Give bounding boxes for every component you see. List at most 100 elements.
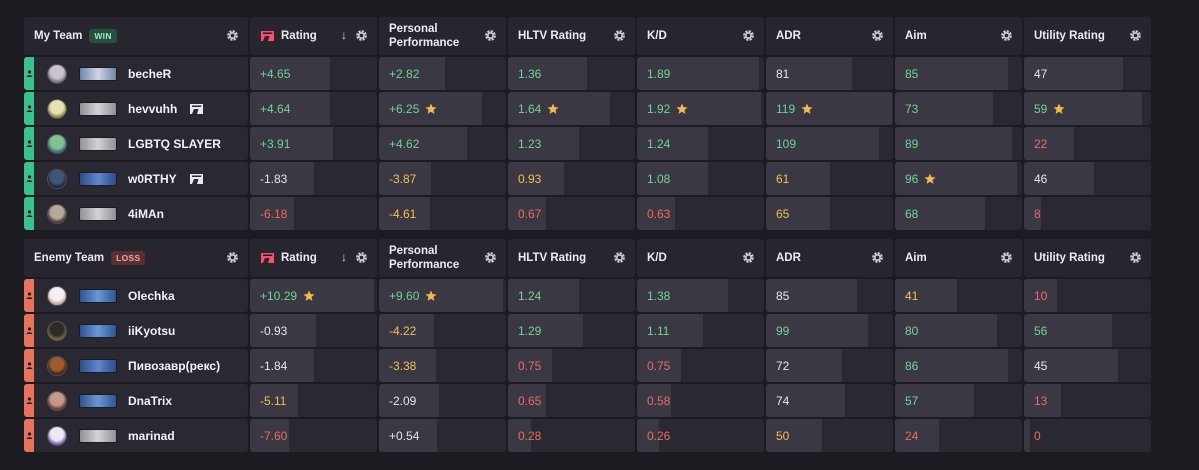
column-header-rating[interactable]: Rating ↓ [250, 239, 377, 277]
column-settings-gear-icon[interactable] [613, 29, 626, 42]
column-header-aim[interactable]: Aim [895, 239, 1022, 277]
stat-value-wrap: 8 [1034, 197, 1041, 230]
stat-value-wrap: +0.54 [389, 419, 419, 452]
column-settings-gear-icon[interactable] [871, 251, 884, 264]
player-row[interactable]: hevvuhh +4.64 +6.25 1.64 1.92 119 73 59 [24, 92, 1155, 125]
column-settings-gear-icon[interactable] [613, 251, 626, 264]
column-header-aim[interactable]: Aim [895, 17, 1022, 55]
stat-cell: -4.22 [379, 314, 506, 347]
stat-bar [1024, 127, 1074, 160]
player-row[interactable]: becheR +4.65 +2.82 1.36 1.89 81 85 47 [24, 57, 1155, 90]
stat-value-wrap: 57 [905, 384, 918, 417]
avatar[interactable] [47, 63, 67, 84]
stat-value: -6.18 [260, 206, 288, 221]
player-cell[interactable]: hevvuhh [24, 92, 248, 125]
stat-value: 72 [776, 358, 790, 373]
stat-value-wrap: 89 [905, 127, 918, 160]
player-name[interactable]: iiKyotsu [128, 323, 176, 338]
player-name[interactable]: Olechka [128, 288, 175, 303]
player-name[interactable]: marinad [128, 428, 175, 443]
player-name[interactable]: LGBTQ SLAYER [128, 136, 221, 151]
stat-bar [250, 57, 330, 90]
stat-bar [379, 57, 446, 90]
avatar[interactable] [47, 168, 67, 189]
stat-value-wrap: -3.38 [389, 349, 416, 382]
settings-gear-icon[interactable] [226, 29, 239, 42]
stat-value: 89 [905, 136, 919, 151]
avatar[interactable] [47, 285, 67, 306]
column-settings-gear-icon[interactable] [1129, 29, 1142, 42]
player-name[interactable]: Пивозавр(рекс) [128, 358, 221, 373]
enemy-team-table: Enemy Team LOSS Rating ↓ Personal Performanc… [24, 239, 1155, 452]
player-name[interactable]: DnaTrix [128, 393, 173, 408]
column-header-utility-rating[interactable]: Utility Rating [1024, 17, 1151, 55]
player-name[interactable]: 4iMAn [128, 206, 164, 221]
column-header-k-d[interactable]: K/D [637, 17, 764, 55]
player-row[interactable]: iiKyotsu -0.93 -4.22 1.29 1.11 99 80 56 [24, 314, 1155, 347]
stat-value: -3.38 [389, 358, 417, 373]
column-header-adr[interactable]: ADR [766, 17, 893, 55]
column-header-personal-performance[interactable]: Personal Performance [379, 239, 506, 277]
stat-value: 0.58 [647, 393, 671, 408]
player-row[interactable]: LGBTQ SLAYER +3.91 +4.62 1.23 1.24 109 89 22 [24, 127, 1155, 160]
avatar[interactable] [47, 425, 67, 446]
column-settings-gear-icon[interactable] [355, 29, 368, 42]
player-cell[interactable]: LGBTQ SLAYER [24, 127, 248, 160]
avatar[interactable] [47, 203, 67, 224]
avatar[interactable] [47, 320, 67, 341]
column-settings-gear-icon[interactable] [484, 251, 497, 264]
column-settings-gear-icon[interactable] [742, 29, 755, 42]
stat-value: 96 [905, 171, 919, 186]
column-settings-gear-icon[interactable] [355, 251, 368, 264]
stat-cell: 57 [895, 384, 1022, 417]
stat-bar [637, 127, 709, 160]
column-settings-gear-icon[interactable] [1000, 29, 1013, 42]
column-header-hltv-rating[interactable]: HLTV Rating [508, 239, 635, 277]
column-header-hltv-rating[interactable]: HLTV Rating [508, 17, 635, 55]
avatar[interactable] [47, 98, 67, 119]
stat-cell: 109 [766, 127, 893, 160]
avatar[interactable] [47, 355, 67, 376]
stat-value: 46 [1034, 171, 1048, 186]
player-row[interactable]: marinad -7.60 +0.54 0.28 0.26 50 24 0 [24, 419, 1155, 452]
column-settings-gear-icon[interactable] [484, 29, 497, 42]
player-cell[interactable]: becheR [24, 57, 248, 90]
player-cell[interactable]: Olechka [24, 279, 248, 312]
column-header-rating[interactable]: Rating ↓ [250, 17, 377, 55]
sort-arrow-down-icon[interactable]: ↓ [341, 250, 347, 264]
column-settings-gear-icon[interactable] [1129, 251, 1142, 264]
column-header-adr[interactable]: ADR [766, 239, 893, 277]
avatar[interactable] [47, 133, 67, 154]
stat-cell: 74 [766, 384, 893, 417]
player-cell[interactable]: Пивозавр(рекс) [24, 349, 248, 382]
player-row[interactable]: DnaTrix -5.11 -2.09 0.65 0.58 74 57 13 [24, 384, 1155, 417]
player-name[interactable]: w0RTHY [128, 171, 177, 186]
column-settings-gear-icon[interactable] [871, 29, 884, 42]
column-settings-gear-icon[interactable] [1000, 251, 1013, 264]
column-header-utility-rating[interactable]: Utility Rating [1024, 239, 1151, 277]
stat-value: 45 [1034, 358, 1048, 373]
column-settings-gear-icon[interactable] [742, 251, 755, 264]
sort-arrow-down-icon[interactable]: ↓ [341, 28, 347, 42]
player-row[interactable]: Пивозавр(рекс) -1.84 -3.38 0.75 0.75 72 86 45 [24, 349, 1155, 382]
stat-cell: 8 [1024, 197, 1151, 230]
settings-gear-icon[interactable] [226, 251, 239, 264]
player-cell[interactable]: w0RTHY [24, 162, 248, 195]
column-header-personal-performance[interactable]: Personal Performance [379, 17, 506, 55]
stat-value: 1.64 [518, 101, 542, 116]
player-name[interactable]: hevvuhh [128, 101, 178, 116]
player-cell[interactable]: marinad [24, 419, 248, 452]
stat-bar [895, 384, 974, 417]
player-row[interactable]: 4iMAn -6.18 -4.61 0.67 0.63 65 68 8 [24, 197, 1155, 230]
player-row[interactable]: w0RTHY -1.83 -3.87 0.93 1.08 61 96 46 [24, 162, 1155, 195]
player-name[interactable]: becheR [128, 66, 172, 81]
stat-bar [895, 279, 958, 312]
player-cell[interactable]: iiKyotsu [24, 314, 248, 347]
player-cell[interactable]: DnaTrix [24, 384, 248, 417]
column-header-k-d[interactable]: K/D [637, 239, 764, 277]
player-row[interactable]: Olechka +10.29 +9.60 1.24 1.38 85 41 10 [24, 279, 1155, 312]
avatar[interactable] [47, 390, 67, 411]
player-cell[interactable]: 4iMAn [24, 197, 248, 230]
my-team-table: My Team WIN Rating ↓ Personal Performance HLT… [24, 17, 1155, 230]
